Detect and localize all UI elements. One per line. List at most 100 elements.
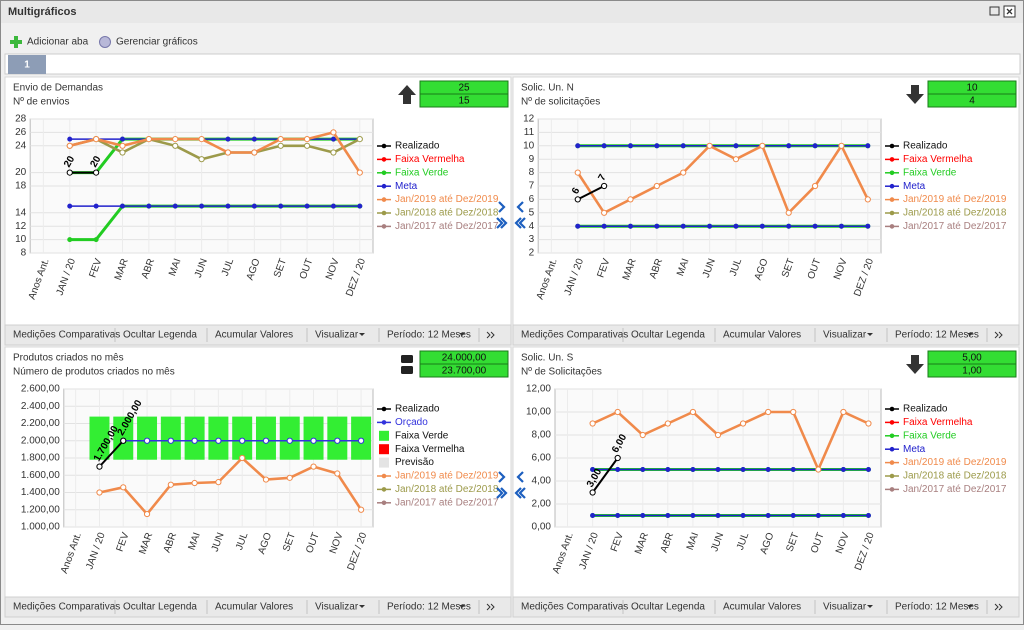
legend-swatch xyxy=(379,444,389,455)
footer-button[interactable]: Acumular Valores xyxy=(215,602,293,613)
band-point xyxy=(627,143,633,149)
nav-next[interactable] xyxy=(516,201,524,213)
footer-button[interactable]: Medições Comparativas xyxy=(521,330,628,341)
legend-label: Jan/2018 até Dez/2018 xyxy=(395,484,499,495)
band-point xyxy=(67,203,73,209)
y-tick-label: 2.200,00 xyxy=(21,418,60,429)
y-tick-label: 2.400,00 xyxy=(21,401,60,412)
y-tick-label: 1.200,00 xyxy=(21,504,60,515)
series-line xyxy=(577,185,605,201)
band-point xyxy=(665,513,671,518)
band-point xyxy=(615,467,621,472)
series-point xyxy=(358,437,365,444)
panel-title: Envio de Demandas xyxy=(13,83,103,94)
band-point xyxy=(172,203,178,209)
legend-swatch xyxy=(379,430,389,441)
dropdown-arrow xyxy=(359,605,365,608)
series-point xyxy=(119,142,126,149)
series-point xyxy=(262,476,270,483)
footer-button[interactable]: Ocultar Legenda xyxy=(123,330,197,341)
manage-button[interactable]: Gerenciar gráficos xyxy=(99,36,198,48)
series-line xyxy=(576,143,869,216)
chart-panel: Solic. Un. N Nº de solicitações 10 4 2 3 4 5 6 7 8… xyxy=(512,76,1020,346)
legend-swatch-dot xyxy=(381,420,387,425)
footer-button[interactable]: Medições Comparativas xyxy=(13,602,120,613)
nav-next[interactable] xyxy=(498,201,506,213)
footer-button[interactable]: Período: 12 Meses xyxy=(895,602,979,613)
add-tab-button[interactable]: Adicionar aba xyxy=(10,36,89,48)
nav-last[interactable] xyxy=(514,487,526,499)
legend-label: Jan/2019 até Dez/2019 xyxy=(395,471,499,482)
legend-swatch-dot xyxy=(889,433,895,439)
panel-subtitle: Nº de Solicitações xyxy=(521,367,602,378)
nav-next[interactable] xyxy=(498,471,506,483)
legend-swatch-dot xyxy=(381,473,387,479)
kpi-cell xyxy=(419,363,509,378)
band-point xyxy=(225,136,231,142)
footer-button[interactable]: Ocultar Legenda xyxy=(631,330,705,341)
close-icon xyxy=(1006,8,1013,15)
series-point xyxy=(840,408,847,416)
band-point xyxy=(67,237,73,243)
legend-label: Jan/2017 até Dez/2017 xyxy=(395,221,499,232)
footer-button[interactable]: Acumular Valores xyxy=(723,330,801,341)
band-point xyxy=(251,203,257,209)
y-tick-label: 24 xyxy=(15,140,27,151)
band-point xyxy=(765,513,771,518)
band-point xyxy=(865,223,871,229)
footer-button[interactable]: Medições Comparativas xyxy=(521,602,628,613)
footer-more[interactable] xyxy=(994,331,1003,339)
band-point xyxy=(690,467,696,472)
series-point xyxy=(356,136,363,143)
nav-last[interactable] xyxy=(496,217,508,229)
footer-button[interactable]: Ocultar Legenda xyxy=(631,602,705,613)
kpi-cell xyxy=(927,363,1017,378)
legend-label: Jan/2018 até Dez/2018 xyxy=(903,471,1007,482)
series-point xyxy=(286,437,293,444)
panel-subtitle: Nº de envios xyxy=(13,97,69,108)
y-tick-label: 18 xyxy=(15,181,27,192)
band-point xyxy=(590,513,596,518)
series-line xyxy=(69,137,361,161)
restore-button[interactable] xyxy=(989,6,1000,16)
footer-button[interactable]: Visualizar xyxy=(823,602,867,613)
trend-up-icon xyxy=(398,85,416,104)
footer-button[interactable]: Ocultar Legenda xyxy=(123,602,197,613)
nav-next[interactable] xyxy=(516,471,524,483)
tab[interactable] xyxy=(8,55,46,74)
footer-button[interactable]: Medições Comparativas xyxy=(13,330,120,341)
nav-last[interactable] xyxy=(514,217,526,229)
legend-label: Jan/2018 até Dez/2018 xyxy=(395,208,499,219)
kpi-value: 25 xyxy=(458,83,470,94)
footer-button[interactable]: Acumular Valores xyxy=(723,602,801,613)
legend-swatch-dot xyxy=(889,170,895,176)
data-label: 6 xyxy=(570,186,583,197)
footer-button[interactable]: Visualizar xyxy=(315,602,359,613)
series-point xyxy=(765,408,772,416)
footer-more[interactable] xyxy=(486,603,495,611)
nav-last[interactable] xyxy=(496,487,508,499)
footer-bar xyxy=(512,324,1020,346)
footer-more[interactable] xyxy=(486,331,495,339)
tab-label: 1 xyxy=(24,60,30,71)
band-point xyxy=(93,203,99,209)
legend-label: Jan/2017 até Dez/2017 xyxy=(903,221,1007,232)
footer-button[interactable]: Período: 12 Meses xyxy=(387,602,471,613)
series-point xyxy=(251,149,258,156)
footer-button[interactable]: Período: 12 Meses xyxy=(387,330,471,341)
footer-button[interactable]: Período: 12 Meses xyxy=(895,330,979,341)
band-point xyxy=(654,143,660,149)
band-point xyxy=(790,467,796,472)
legend-label: Meta xyxy=(903,444,926,455)
series-point xyxy=(639,431,646,439)
series-point xyxy=(286,474,293,481)
series-point xyxy=(358,506,365,513)
footer-button[interactable]: Visualizar xyxy=(823,330,867,341)
series-point xyxy=(277,142,284,149)
legend-label: Faixa Verde xyxy=(395,167,449,178)
footer-button[interactable]: Visualizar xyxy=(315,330,359,341)
band-point xyxy=(615,513,621,518)
series-point xyxy=(614,454,621,462)
footer-more[interactable] xyxy=(994,603,1003,611)
footer-button[interactable]: Acumular Valores xyxy=(215,330,293,341)
